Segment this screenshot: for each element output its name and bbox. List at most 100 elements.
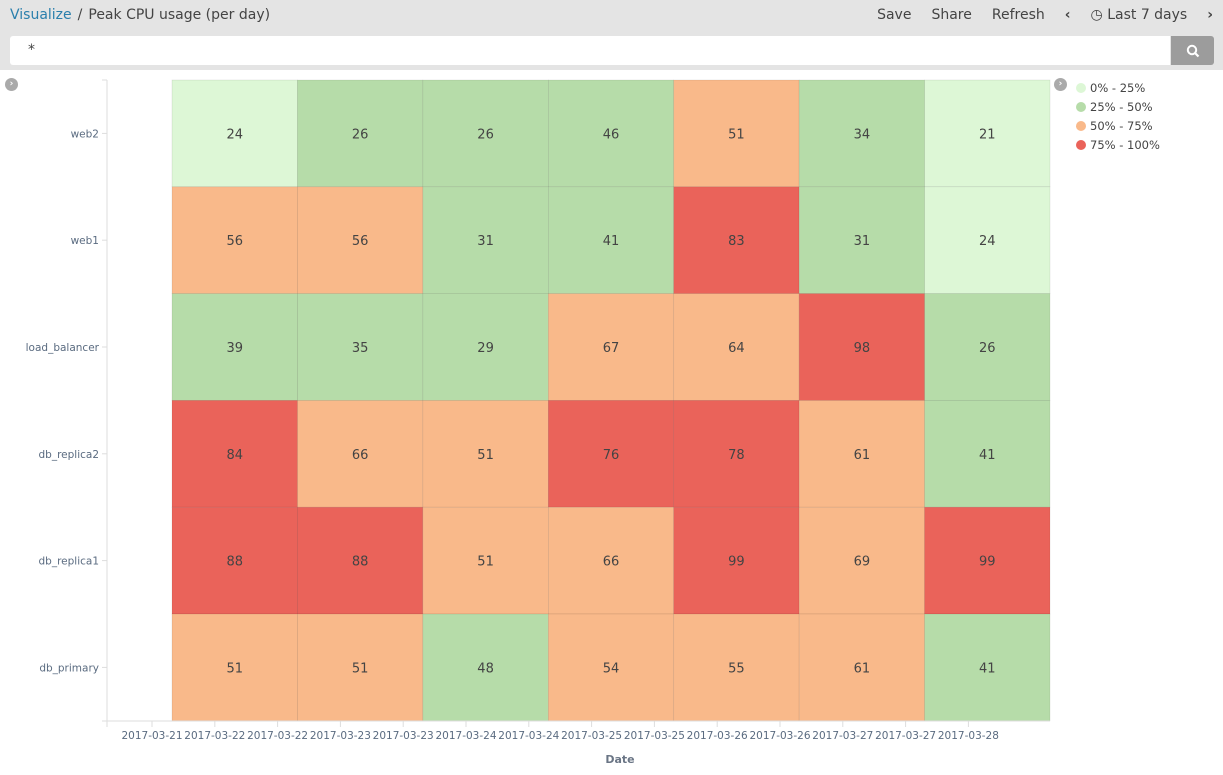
cell-value-label: 29 <box>477 341 494 356</box>
search-icon <box>1186 44 1199 57</box>
heatmap-cell <box>422 79 549 188</box>
cell-value-label: 41 <box>603 234 620 249</box>
cell-value-label: 88 <box>226 555 243 570</box>
heatmap-cell <box>297 186 424 294</box>
heatmap-cell <box>297 400 424 508</box>
cell-value-label: 84 <box>226 448 243 463</box>
x-tick-label: 2017-03-24 <box>498 730 559 742</box>
heatmap-cell <box>924 79 1051 188</box>
legend-item[interactable]: 0% - 25% <box>1076 78 1160 97</box>
heatmap-cell <box>673 79 800 188</box>
cell-value-label: 24 <box>979 234 996 249</box>
legend-item[interactable]: 25% - 50% <box>1076 97 1160 116</box>
cell-value-label: 26 <box>477 127 494 142</box>
heatmap-cell <box>297 613 424 722</box>
cell-value-label: 51 <box>728 127 745 142</box>
legend-label: 50% - 75% <box>1090 118 1153 133</box>
cell-value-label: 51 <box>477 448 494 463</box>
refresh-button[interactable]: Refresh <box>991 7 1045 23</box>
cell-value-label: 83 <box>728 234 745 249</box>
heatmap-cell <box>171 613 298 722</box>
cell-value-label: 76 <box>603 448 620 463</box>
legend-item[interactable]: 75% - 100% <box>1076 135 1160 154</box>
cell-value-label: 66 <box>603 555 620 570</box>
heatmap-cell <box>422 186 549 294</box>
top-menu: Save Share Refresh ‹ ◷ Last 7 days › <box>877 7 1213 23</box>
share-button[interactable]: Share <box>931 7 972 23</box>
heatmap-cell <box>798 400 925 508</box>
x-tick-label: 2017-03-25 <box>561 730 622 742</box>
chevron-left-icon[interactable]: ‹ <box>1064 7 1071 23</box>
page-title: Peak CPU usage (per day) <box>88 7 271 23</box>
x-tick-label: 2017-03-22 <box>184 730 245 742</box>
heatmap-cell <box>673 506 800 615</box>
time-picker[interactable]: ◷ Last 7 days <box>1091 7 1188 23</box>
toggle-y-axis-icon[interactable]: › <box>5 78 18 91</box>
heatmap-cell <box>673 400 800 508</box>
heatmap-cell <box>422 293 549 401</box>
save-button[interactable]: Save <box>877 7 912 23</box>
breadcrumb-separator: / <box>77 7 83 23</box>
legend-item[interactable]: 50% - 75% <box>1076 116 1160 135</box>
toggle-legend-icon[interactable]: › <box>1054 78 1067 91</box>
legend-swatch-icon <box>1076 139 1086 150</box>
cell-value-label: 69 <box>854 555 871 570</box>
legend-label: 0% - 25% <box>1090 80 1146 95</box>
x-tick-label: 2017-03-25 <box>624 730 685 742</box>
heatmap-cell <box>798 613 925 722</box>
heatmap-cell <box>171 293 298 401</box>
heatmap-cell <box>798 506 925 615</box>
y-tick-label: db_primary <box>39 662 99 674</box>
heatmap-cell <box>297 79 424 188</box>
legend-swatch-icon <box>1076 82 1086 93</box>
heatmap-cell <box>924 186 1051 294</box>
cell-value-label: 26 <box>979 341 996 356</box>
cell-value-label: 61 <box>854 661 871 676</box>
x-tick-label: 2017-03-27 <box>812 730 873 742</box>
cell-value-label: 31 <box>854 234 871 249</box>
cell-value-label: 88 <box>352 555 369 570</box>
x-tick-label: 2017-03-26 <box>749 730 810 742</box>
cell-value-label: 66 <box>352 448 369 463</box>
cell-value-label: 98 <box>854 341 871 356</box>
y-tick-label: web1 <box>71 235 99 247</box>
breadcrumb: Visualize / Peak CPU usage (per day) <box>10 7 270 23</box>
heatmap-cell <box>798 186 925 294</box>
heatmap-cell <box>171 400 298 508</box>
heatmap-cell <box>422 613 549 722</box>
cell-value-label: 51 <box>352 661 369 676</box>
heatmap-cell <box>422 506 549 615</box>
heatmap-cell <box>547 400 675 508</box>
search-button[interactable] <box>1171 36 1214 65</box>
heatmap-cell <box>673 186 800 294</box>
heatmap-cell <box>297 293 424 401</box>
cell-value-label: 31 <box>477 234 494 249</box>
heatmap-cell <box>924 506 1051 615</box>
search-input[interactable]: * <box>10 36 1170 65</box>
x-tick-label: 2017-03-21 <box>121 730 182 742</box>
heatmap-cell <box>422 400 549 508</box>
cell-value-label: 24 <box>226 127 243 142</box>
cell-value-label: 48 <box>477 661 494 676</box>
cell-value-label: 61 <box>854 448 871 463</box>
cell-value-label: 64 <box>728 341 745 356</box>
cell-value-label: 21 <box>979 127 996 142</box>
cell-value-label: 39 <box>226 341 243 356</box>
y-tick-label: db_replica1 <box>38 556 99 568</box>
cell-value-label: 41 <box>979 448 996 463</box>
cell-value-label: 35 <box>352 341 369 356</box>
cell-value-label: 51 <box>477 555 494 570</box>
heatmap-cell <box>547 79 675 188</box>
y-tick-label: load_balancer <box>26 342 100 354</box>
cell-value-label: 99 <box>728 555 745 570</box>
clock-icon: ◷ <box>1090 7 1103 23</box>
cell-value-label: 78 <box>728 448 745 463</box>
x-tick-label: 2017-03-26 <box>687 730 748 742</box>
heatmap-cell <box>673 293 800 401</box>
time-range-label: Last 7 days <box>1107 7 1188 23</box>
x-tick-label: 2017-03-28 <box>938 730 999 742</box>
breadcrumb-visualize-link[interactable]: Visualize <box>10 7 72 23</box>
cell-value-label: 56 <box>226 234 243 249</box>
chevron-right-icon[interactable]: › <box>1207 7 1213 23</box>
